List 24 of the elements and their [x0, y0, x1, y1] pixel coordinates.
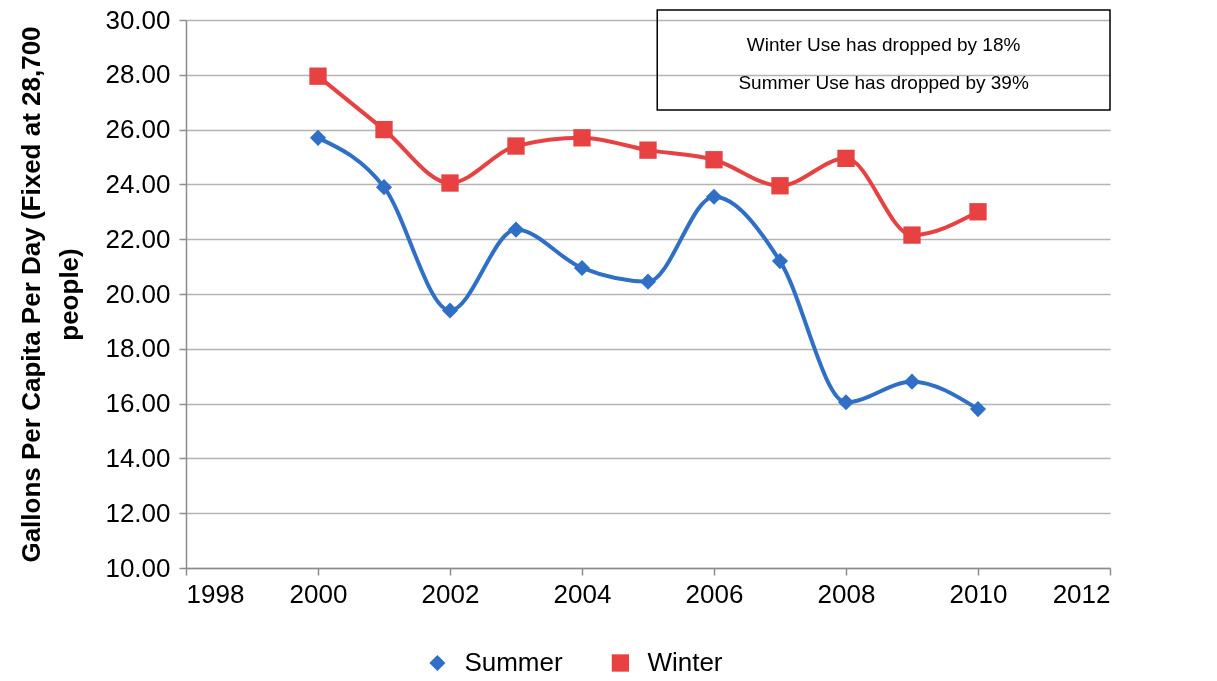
legend-label: Summer [464, 647, 563, 677]
y-tick-label: 30.00 [105, 4, 171, 35]
x-tick-label: 2012 [1052, 578, 1111, 609]
y-tick-label: 28.00 [105, 59, 171, 90]
y-tick-label: 22.00 [105, 223, 171, 254]
x-tick-label: 2000 [289, 578, 348, 609]
y-axis-title: Gallons Per Capita Per Day (Fixed at 28,700 people) [16, 26, 85, 563]
y-tick-label: 12.00 [105, 497, 171, 528]
legend-label: Winter [647, 647, 723, 677]
y-tick-label: 24.00 [105, 168, 171, 199]
x-tick-label: 2008 [817, 578, 876, 609]
y-tick-label: 20.00 [105, 278, 171, 309]
annotation: Summer Use has dropped by 39% [738, 72, 1029, 93]
x-tick-label: 2010 [949, 578, 1008, 609]
y-tick-label: 26.00 [105, 114, 171, 145]
annotation: Winter Use has dropped by 18% [746, 34, 1021, 55]
y-tick-label: 18.00 [105, 333, 171, 364]
y-tick-label: 14.00 [105, 442, 171, 473]
y-tick-label: 16.00 [105, 388, 171, 419]
x-tick-label: 1998 [186, 578, 245, 609]
x-tick-label: 2002 [421, 578, 480, 609]
x-tick-label: 2004 [553, 578, 612, 609]
x-tick-label: 2006 [685, 578, 744, 609]
y-tick-label: 10.00 [105, 552, 171, 583]
